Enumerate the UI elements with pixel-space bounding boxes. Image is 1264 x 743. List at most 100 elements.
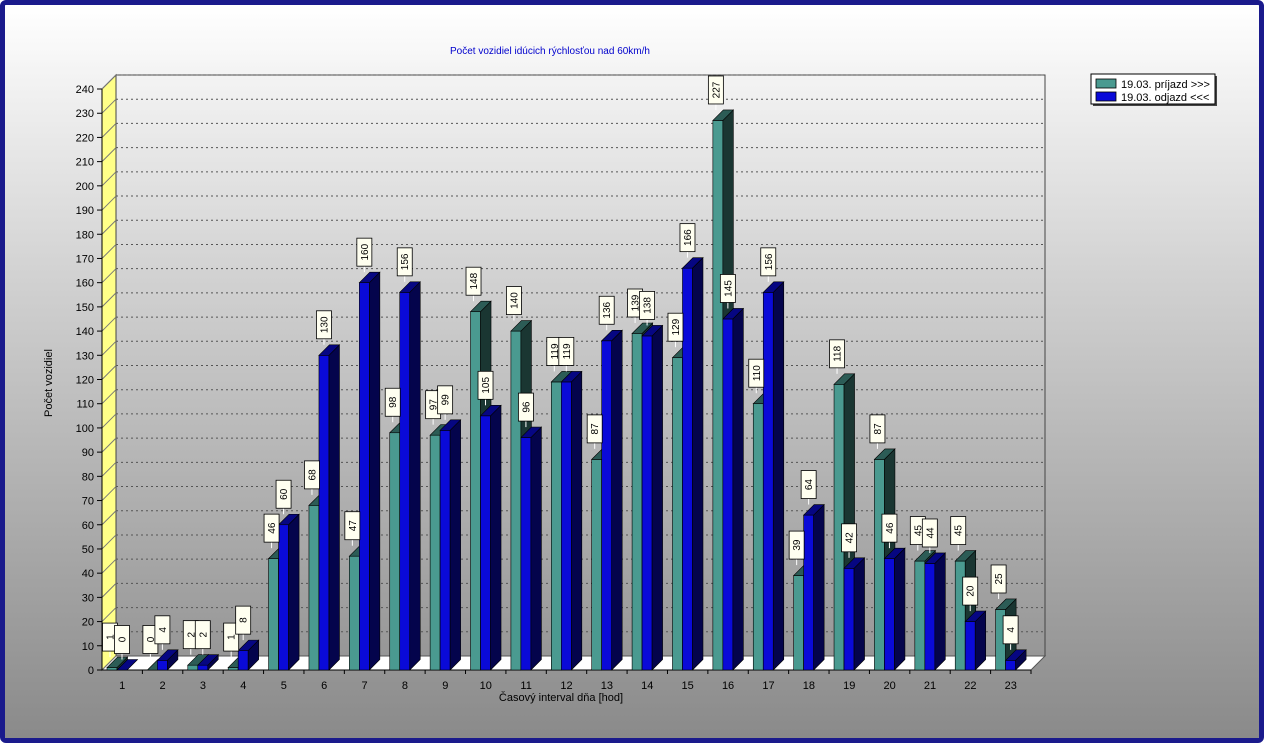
legend-swatch xyxy=(1095,91,1117,102)
data-label: 64 xyxy=(800,470,817,505)
bar-front xyxy=(682,267,693,671)
y-tick-label: 210 xyxy=(76,157,94,169)
x-tick-label: 12 xyxy=(560,680,572,692)
bar-top xyxy=(833,373,856,385)
data-label-text: 4 xyxy=(1006,627,1017,633)
data-label-box xyxy=(760,247,777,277)
data-label: 44 xyxy=(921,518,938,553)
data-label-text: 64 xyxy=(804,479,815,491)
data-label: 129 xyxy=(667,312,684,348)
bar-departure xyxy=(641,324,664,671)
data-label-box xyxy=(788,530,805,560)
bar-top xyxy=(631,322,654,334)
bar-top xyxy=(924,552,947,564)
bar-top xyxy=(479,405,502,417)
bar-departure xyxy=(479,404,502,671)
bar-top xyxy=(106,656,129,668)
data-label-box xyxy=(316,310,332,340)
data-label-box xyxy=(437,385,454,415)
gridline-side xyxy=(101,486,117,501)
gridline-side xyxy=(101,510,117,526)
data-label-box xyxy=(304,460,320,490)
gridline-side xyxy=(101,74,117,90)
bar-side xyxy=(571,370,583,671)
bar-front xyxy=(439,430,451,671)
data-label: 119 xyxy=(558,337,575,372)
gridline-side xyxy=(101,655,117,671)
y-tick-label: 150 xyxy=(76,302,94,314)
data-label: 0 xyxy=(142,625,159,660)
data-label-text: 129 xyxy=(671,318,682,335)
data-label-text: 45 xyxy=(954,525,965,537)
y-tick-label: 140 xyxy=(76,326,94,338)
y-tick-label: 200 xyxy=(76,181,94,193)
bar-side xyxy=(611,329,623,671)
x-tick-label: 8 xyxy=(402,680,408,692)
bar-top xyxy=(954,550,977,562)
data-label: 68 xyxy=(304,460,320,495)
bar-top xyxy=(964,610,987,622)
y-tick-label: 100 xyxy=(76,423,94,435)
x-tick-label: 5 xyxy=(281,680,287,692)
bar-top xyxy=(914,550,937,562)
y-tick-label: 160 xyxy=(76,278,94,290)
y-tick-label: 0 xyxy=(88,665,94,677)
bar-top xyxy=(156,649,179,661)
bar-front xyxy=(601,340,612,671)
bar-departure xyxy=(600,329,623,671)
data-label-box xyxy=(639,291,655,320)
y-tick-label: 70 xyxy=(82,496,94,508)
bar-front xyxy=(722,318,734,671)
bar-front xyxy=(157,660,168,671)
bar-departure xyxy=(116,659,139,671)
gridline-side xyxy=(101,316,117,332)
data-label-text: 60 xyxy=(279,488,290,500)
bar-side xyxy=(328,344,340,671)
bar-front xyxy=(187,664,199,671)
bar-departure xyxy=(197,653,220,671)
data-label-text: 25 xyxy=(994,573,1005,585)
data-label-box xyxy=(263,513,280,543)
bar-front xyxy=(389,432,401,671)
bar-front xyxy=(268,558,279,671)
bar-front xyxy=(470,311,481,671)
data-label: 0 xyxy=(114,625,130,660)
bar-side xyxy=(409,281,421,671)
bar-top xyxy=(358,271,381,283)
data-label-text: 118 xyxy=(833,345,844,361)
y-tick-label: 120 xyxy=(76,375,94,387)
bar-front xyxy=(510,330,522,671)
data-label: 148 xyxy=(465,266,482,302)
data-label-box xyxy=(881,513,898,543)
data-label: 47 xyxy=(344,511,361,546)
data-label: 4 xyxy=(154,615,171,650)
bar-top xyxy=(843,557,866,569)
data-label-box xyxy=(950,516,967,545)
gridline-side xyxy=(101,461,117,477)
bar-front xyxy=(793,575,804,671)
bar-top xyxy=(802,504,825,516)
bar-front xyxy=(884,558,895,671)
data-label: 25 xyxy=(990,564,1007,599)
x-tick-label: 14 xyxy=(641,680,653,692)
gridline-side xyxy=(101,607,117,622)
data-label-box xyxy=(235,605,252,635)
data-label-text: 68 xyxy=(307,469,318,481)
data-label-box xyxy=(829,339,845,369)
bar-front xyxy=(924,563,936,671)
x-tick-label: 3 xyxy=(200,680,206,692)
bar-front xyxy=(359,282,370,671)
data-label-box xyxy=(477,370,494,400)
bar-top xyxy=(399,281,421,293)
data-label-box xyxy=(586,414,603,444)
data-label-text: 148 xyxy=(469,272,480,289)
data-label-text: 110 xyxy=(752,365,763,381)
data-label-text: 45 xyxy=(913,525,924,537)
data-label-text: 119 xyxy=(562,343,573,359)
data-label: 119 xyxy=(546,337,563,372)
data-label-text: 1 xyxy=(106,634,117,640)
data-label-text: 46 xyxy=(885,522,896,534)
data-label-text: 20 xyxy=(966,585,977,597)
bar-front xyxy=(1005,660,1016,671)
gridline-side xyxy=(101,292,117,308)
